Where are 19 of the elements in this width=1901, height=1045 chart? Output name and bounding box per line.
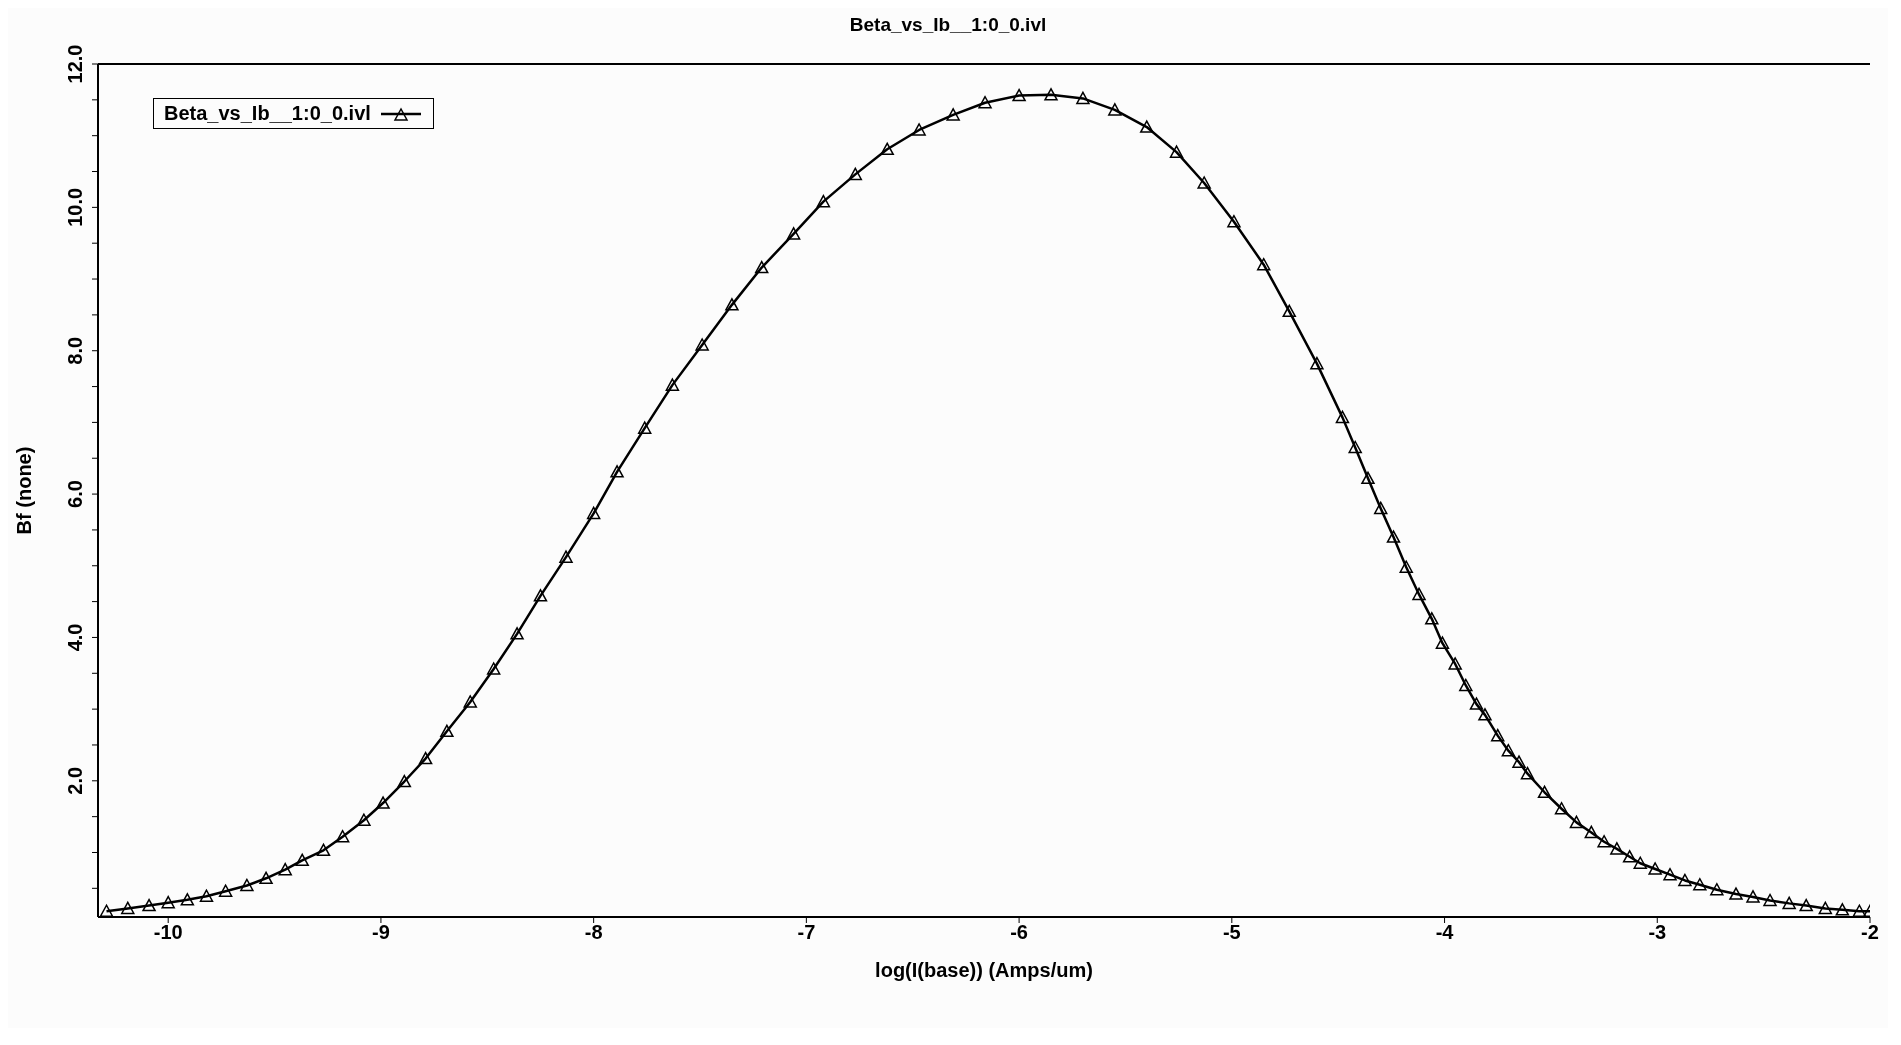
y-tick-label: 4.0 <box>64 623 86 652</box>
x-tick-label: -5 <box>1222 921 1241 944</box>
x-tick-label: -3 <box>1648 921 1667 944</box>
x-tick-label: -8 <box>584 921 603 944</box>
x-axis-title: log(I(base)) (Amps/um) <box>875 959 1093 981</box>
y-axis-title: Bf (none) <box>13 446 36 535</box>
y-tick-label: 6.0 <box>64 480 86 508</box>
x-tick-label: -7 <box>797 921 816 944</box>
legend-label: Beta_vs_Ib__1:0_0.ivl <box>164 102 371 125</box>
x-tick-label: -4 <box>1435 921 1455 944</box>
chart-title: Beta_vs_Ib__1:0_0.ivl <box>848 14 1048 36</box>
x-tick-label: -10 <box>153 921 183 944</box>
y-tick-label: 10.0 <box>64 187 86 227</box>
x-tick-label: -6 <box>1010 921 1028 944</box>
x-tick-label: -9 <box>372 921 390 944</box>
y-tick-label: 8.0 <box>64 336 86 365</box>
x-tick-label: -2 <box>1861 921 1879 944</box>
y-tick-label: 12.0 <box>64 44 86 84</box>
y-tick-label: 2.0 <box>64 766 86 795</box>
